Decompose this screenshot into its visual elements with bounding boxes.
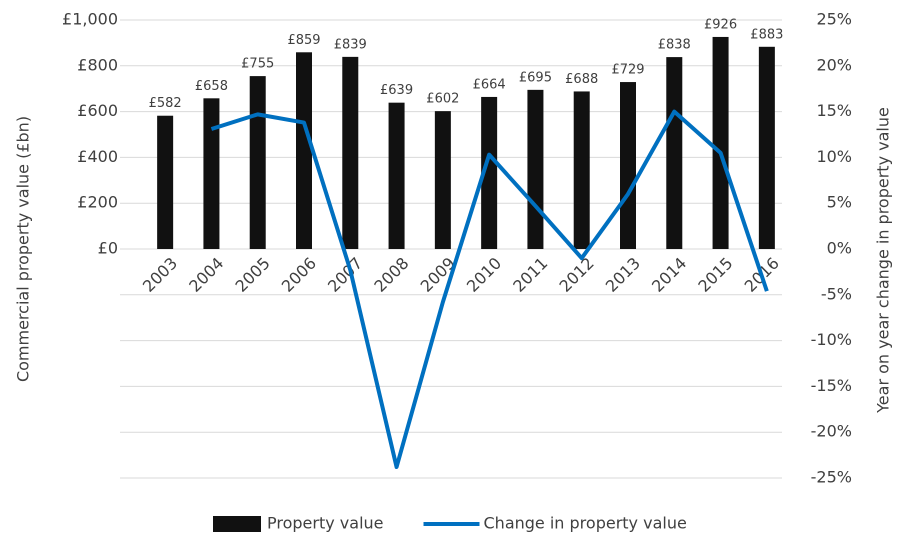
data-label: £755 <box>241 57 274 72</box>
data-label: £658 <box>195 79 228 94</box>
y2-tick-label: -25% <box>811 468 852 487</box>
y-tick-label: £0 <box>98 239 118 258</box>
y-axis-title: Commercial property value (£bn) <box>14 116 33 382</box>
bar <box>712 36 729 249</box>
bar <box>434 111 451 249</box>
bar <box>573 91 590 249</box>
data-label: £883 <box>750 27 783 42</box>
y2-tick-label: 5% <box>827 193 852 212</box>
x-tick-label: 2005 <box>231 254 273 296</box>
x-tick-label: 2012 <box>555 254 597 296</box>
y2-tick-label: -10% <box>811 330 852 349</box>
legend-label: Change in property value <box>484 514 687 533</box>
data-label: £729 <box>611 63 644 78</box>
bar <box>249 76 266 249</box>
y2-tick-label: -20% <box>811 422 852 441</box>
y2-axis-title: Year on year change in property value <box>874 107 893 414</box>
bar <box>666 57 683 250</box>
data-label: £839 <box>334 37 367 52</box>
y2-tick-label: 20% <box>816 55 852 74</box>
y2-tick-label: 0% <box>827 239 852 258</box>
data-label: £602 <box>426 92 459 107</box>
data-label: £639 <box>380 83 413 98</box>
y-tick-label: £600 <box>77 101 118 120</box>
x-tick-label: 2015 <box>694 254 736 296</box>
y2-tick-label: 15% <box>816 101 852 120</box>
y2-tick-label: 25% <box>816 10 852 29</box>
data-label: £926 <box>704 17 737 32</box>
y-tick-label: £400 <box>77 147 118 166</box>
y-tick-label: £1,000 <box>62 10 118 29</box>
data-label: £695 <box>519 70 552 85</box>
x-tick-label: 2013 <box>602 254 644 296</box>
y2-tick-label: 10% <box>816 147 852 166</box>
bar <box>758 46 775 249</box>
line <box>210 109 769 470</box>
bar <box>203 98 220 250</box>
x-tick-label: 2004 <box>185 254 227 296</box>
x-tick-label: 2014 <box>648 254 690 296</box>
y2-tick-label: -5% <box>821 284 852 303</box>
bar <box>388 102 405 249</box>
y-tick-label: £800 <box>77 55 118 74</box>
data-label: £838 <box>658 38 691 53</box>
bar <box>481 96 498 249</box>
x-tick-label: 2010 <box>463 254 505 296</box>
bar <box>620 82 636 250</box>
legend-label: Property value <box>267 514 384 533</box>
bar <box>342 56 359 249</box>
bar <box>527 89 544 249</box>
legend-swatch <box>213 516 261 532</box>
x-tick-label: 2003 <box>139 254 181 296</box>
bar <box>296 52 312 249</box>
y-tick-label: £200 <box>77 193 118 212</box>
data-label: £582 <box>149 96 182 111</box>
data-label: £688 <box>565 72 598 87</box>
bar <box>157 115 174 249</box>
x-tick-label: 2006 <box>278 254 320 296</box>
data-label: £664 <box>473 77 506 92</box>
x-tick-label: 2008 <box>370 254 412 296</box>
x-tick-label: 2011 <box>509 254 551 296</box>
data-label: £859 <box>287 33 320 48</box>
y2-tick-label: -15% <box>811 376 852 395</box>
